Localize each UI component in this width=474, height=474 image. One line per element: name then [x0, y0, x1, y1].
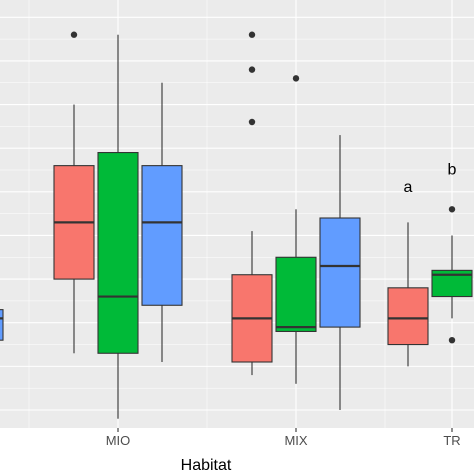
box-body — [97, 151, 139, 354]
outlier-point — [70, 31, 78, 38]
box-MIO-2 — [141, 82, 183, 362]
outlier-point — [448, 336, 456, 344]
x-tick-label: MIX — [284, 433, 307, 448]
annotations-layer: ab — [404, 161, 457, 195]
x-tick-label: MIO — [106, 433, 131, 448]
boxes-layer — [0, 31, 473, 419]
annotation-label: b — [448, 161, 457, 178]
box-body — [0, 309, 4, 341]
box-body — [141, 165, 183, 306]
x-tick-label: TR — [443, 433, 460, 448]
box-body — [387, 287, 429, 346]
box-TR-1 — [431, 206, 473, 344]
box-MIX-1 — [275, 75, 317, 384]
box-TR-0 — [387, 222, 429, 367]
x-axis-title: Habitat — [181, 457, 232, 474]
box-body — [275, 256, 317, 333]
box-MIX-0 — [231, 31, 273, 376]
box-body — [319, 217, 361, 328]
outlier-point — [292, 75, 300, 82]
outlier-point — [248, 31, 256, 38]
annotation-label: a — [404, 179, 413, 196]
x-axis: MIO MIX TR — [106, 428, 461, 448]
box-MIO-0 — [53, 31, 95, 354]
outlier-point — [248, 66, 256, 73]
outlier-point — [248, 118, 256, 126]
box-MIX-2 — [319, 135, 361, 410]
outlier-point — [448, 206, 456, 213]
box-partial-2 — [0, 309, 4, 341]
box-MIO-1 — [97, 34, 139, 419]
